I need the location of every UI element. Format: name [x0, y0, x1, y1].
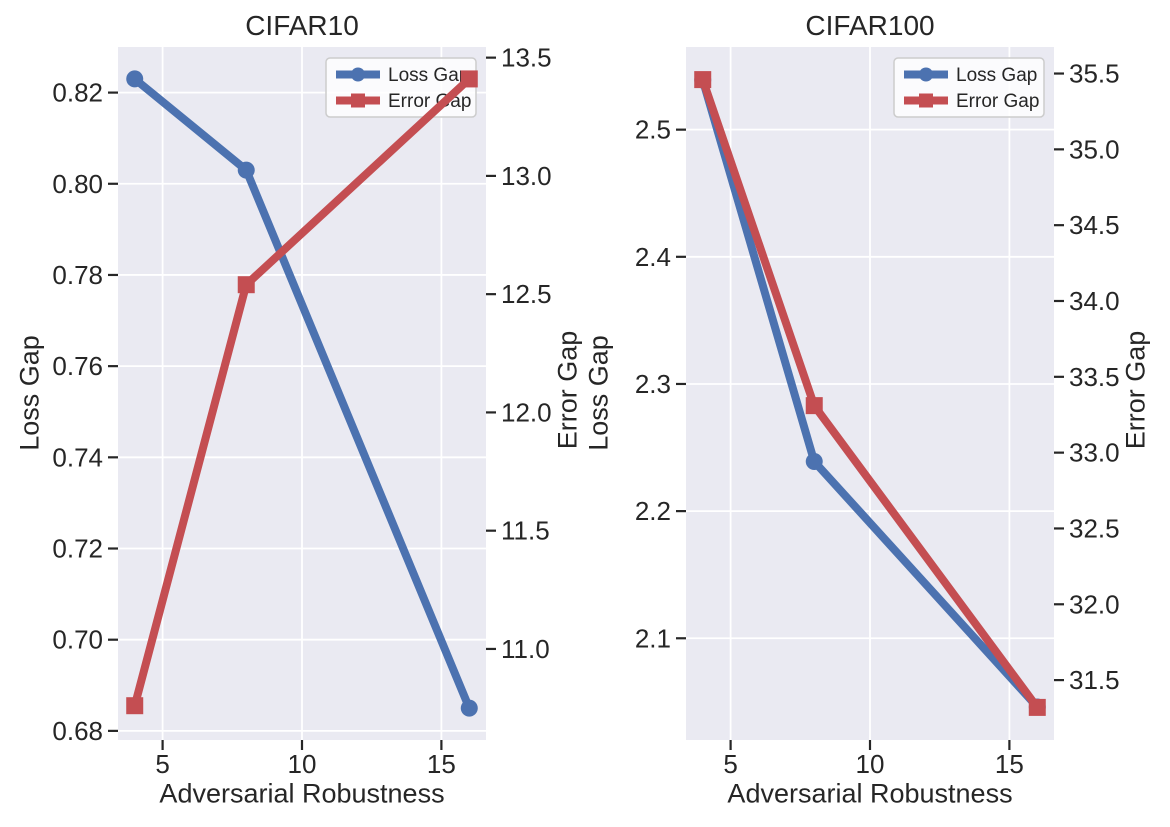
tick-label-right: 11.0 [501, 634, 550, 664]
legend-marker-error-gap [351, 93, 365, 108]
tick-label-left: 2.5 [635, 115, 671, 145]
tick-label-left: 0.68 [52, 716, 103, 746]
tick-label-right: 33.5 [1069, 362, 1120, 392]
tick-label-bottom: 10 [288, 749, 317, 779]
tick-label-right: 12.5 [501, 279, 552, 309]
tick-label-bottom: 15 [995, 749, 1024, 779]
tick-label-right: 13.5 [501, 43, 552, 73]
legend-label-error-gap: Error Gap [956, 91, 1039, 112]
tick-label-right: 11.5 [501, 516, 550, 546]
tick-label-left: 2.4 [635, 242, 671, 272]
tick-label-bottom: 10 [856, 749, 885, 779]
error-gap-marker [460, 70, 478, 88]
error-gap-marker [237, 276, 255, 294]
plot1-xlabel: Adversarial Robustness [159, 778, 445, 809]
legend-label-error-gap: Error Gap [388, 91, 471, 112]
plot1-title: CIFAR10 [245, 10, 359, 41]
tick-label-right: 31.5 [1069, 665, 1120, 695]
error-gap-marker [694, 71, 712, 89]
plot2-ylabel-left: Loss Gap [583, 335, 614, 451]
legend-label-loss-gap: Loss Gap [956, 65, 1037, 86]
legend-marker-error-gap [919, 93, 933, 108]
error-gap-marker [1028, 698, 1046, 716]
loss-gap-marker [805, 453, 823, 471]
plot2-title: CIFAR100 [805, 10, 935, 41]
tick-label-bottom: 5 [723, 749, 737, 779]
tick-label-right: 35.0 [1069, 134, 1120, 164]
tick-label-left: 0.76 [52, 351, 103, 381]
legend-marker-loss-gap [919, 67, 933, 82]
tick-label-bottom: 15 [427, 749, 456, 779]
error-gap-marker [126, 697, 144, 715]
tick-label-right: 34.5 [1069, 210, 1120, 240]
tick-label-bottom: 5 [155, 749, 169, 779]
tick-label-left: 0.74 [52, 442, 103, 472]
tick-label-right: 32.5 [1069, 513, 1120, 543]
plot1-ylabel-left: Loss Gap [14, 335, 45, 451]
tick-label-left: 0.82 [52, 78, 103, 108]
loss-gap-marker [237, 161, 255, 179]
tick-label-right: 33.0 [1069, 438, 1120, 468]
tick-label-left: 0.72 [52, 534, 103, 564]
tick-label-right: 35.5 [1069, 59, 1120, 89]
loss-gap-marker [126, 70, 144, 88]
tick-label-left: 2.3 [635, 369, 671, 399]
plot2-ylabel-right: Error Gap [1120, 330, 1151, 450]
tick-label-right: 32.0 [1069, 589, 1120, 619]
tick-label-left: 0.70 [52, 625, 103, 655]
plot1-ylabel-right: Error Gap [552, 330, 583, 450]
tick-label-left: 2.2 [635, 496, 671, 526]
tick-label-right: 12.0 [501, 397, 552, 427]
legend-marker-loss-gap [351, 67, 365, 82]
tick-label-right: 13.0 [501, 161, 552, 191]
error-gap-marker [805, 397, 823, 415]
loss-gap-marker [460, 699, 478, 717]
tick-label-left: 0.80 [52, 169, 103, 199]
plot2-xlabel: Adversarial Robustness [727, 778, 1013, 809]
tick-label-left: 2.1 [635, 623, 671, 653]
legend-label-loss-gap: Loss Gap [388, 65, 469, 86]
tick-label-left: 0.78 [52, 260, 103, 290]
tick-label-right: 34.0 [1069, 286, 1120, 316]
